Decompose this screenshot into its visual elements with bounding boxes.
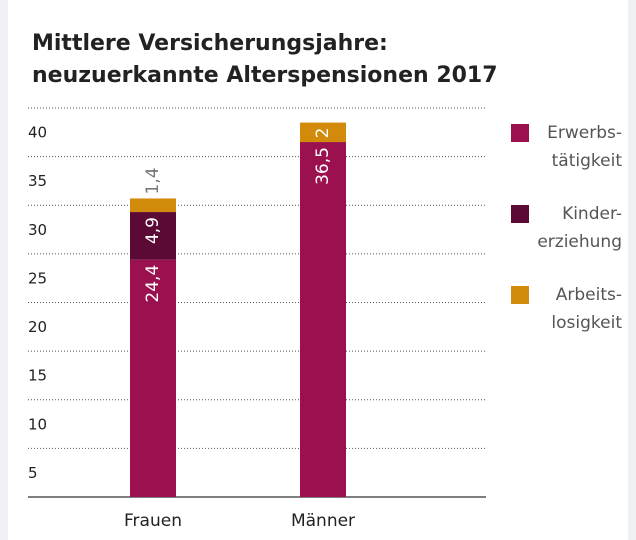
legend-label: Arbeits-losigkeit [551, 285, 622, 333]
chart-title: neuzuerkannte Alterspensionen 2017 [32, 63, 498, 88]
y-tick-label: 5 [28, 464, 38, 482]
x-tick-label: Männer [291, 511, 355, 531]
legend-label: Kinder-erziehung [537, 204, 622, 252]
value-label: 1,4 [143, 167, 163, 194]
legend-label-line: Erwerbs- [547, 123, 622, 143]
legend-label-line: Arbeits- [556, 285, 622, 305]
bar-segment [130, 259, 176, 497]
legend-label-line: tätigkeit [552, 151, 623, 171]
legend-label-line: Kinder- [562, 204, 622, 224]
legend-label-line: losigkeit [551, 313, 622, 333]
y-tick-label: 30 [28, 221, 47, 239]
bar-segment [130, 198, 176, 213]
legend-swatch [511, 286, 529, 304]
chart-title: Mittlere Versicherungsjahre: [32, 31, 388, 56]
x-tick-label: Frauen [124, 511, 182, 531]
legend-swatch [511, 205, 529, 223]
value-label: 24,4 [143, 265, 163, 303]
legend-label-line: erziehung [537, 232, 622, 252]
value-label: 36,5 [313, 147, 333, 185]
y-tick-label: 35 [28, 172, 47, 190]
legend-label: Erwerbs-tätigkeit [547, 123, 622, 171]
bar-segment [130, 212, 176, 260]
y-tick-label: 10 [28, 415, 47, 433]
legend-swatch [511, 124, 529, 142]
y-tick-label: 25 [28, 269, 47, 287]
value-label: 2 [313, 128, 333, 139]
y-tick-label: 20 [28, 318, 47, 336]
bar-segment [300, 122, 346, 143]
bar-segment [300, 142, 346, 497]
value-label: 4,9 [143, 217, 163, 244]
y-tick-label: 15 [28, 367, 47, 385]
y-tick-label: 40 [28, 124, 47, 142]
